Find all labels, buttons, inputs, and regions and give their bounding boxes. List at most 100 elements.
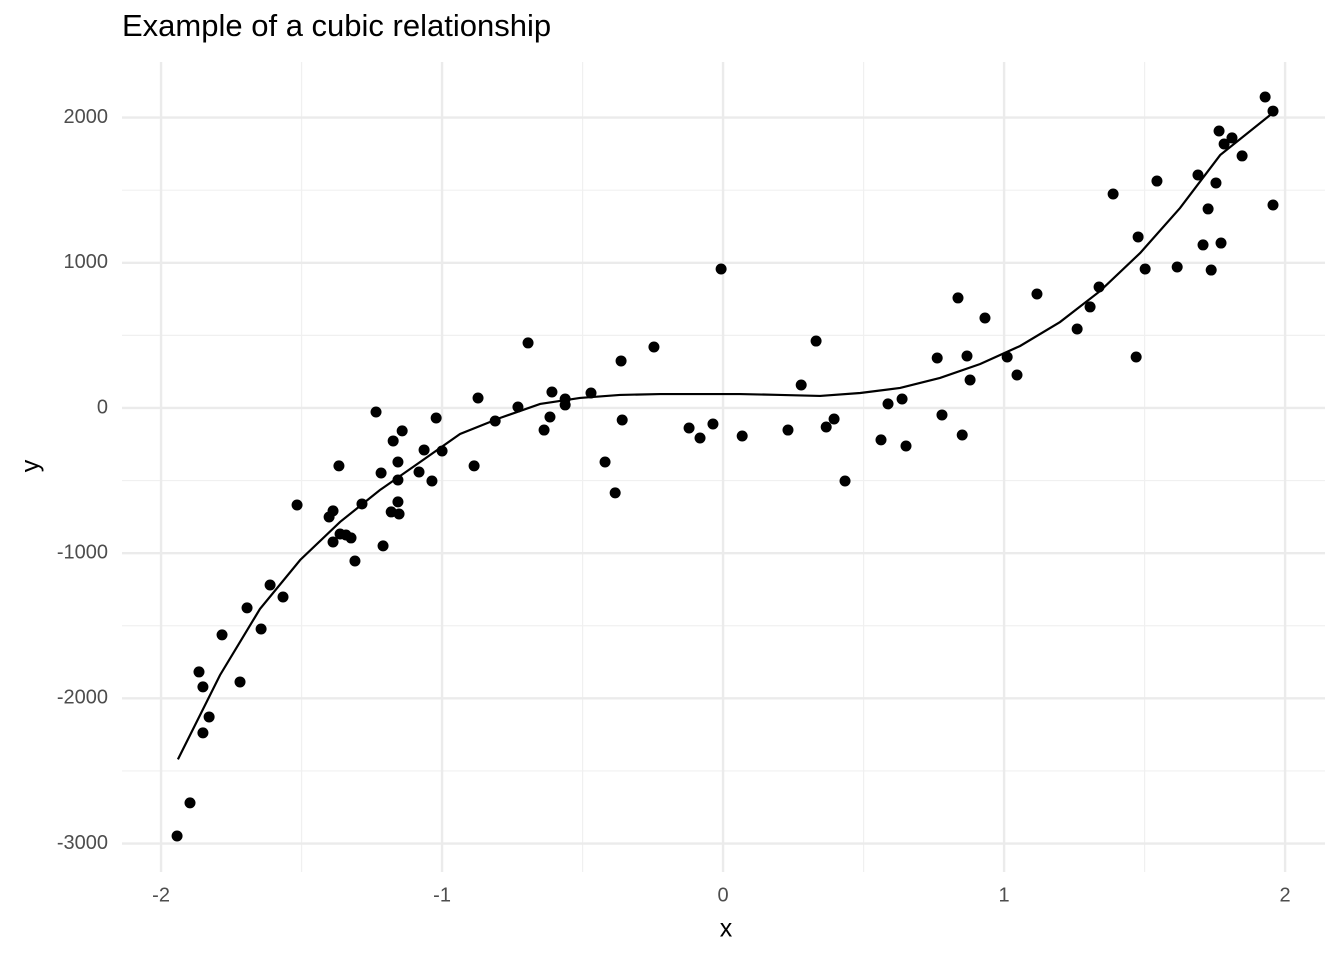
point: [1202, 203, 1214, 215]
point: [599, 456, 611, 468]
point: [648, 341, 660, 353]
point: [1093, 281, 1105, 293]
point: [936, 409, 948, 421]
point: [707, 418, 719, 430]
point: [396, 425, 408, 437]
y-axis-title: y: [17, 459, 45, 472]
point: [1197, 239, 1209, 251]
point: [430, 412, 442, 424]
point: [413, 466, 425, 478]
point: [544, 411, 556, 423]
chart-title: Example of a cubic relationship: [122, 8, 551, 43]
point: [171, 830, 183, 842]
point: [203, 711, 215, 723]
point: [900, 440, 912, 452]
point: [1267, 199, 1279, 211]
point: [1210, 177, 1222, 189]
point: [277, 591, 289, 603]
point: [896, 393, 908, 405]
y-tick-label: 1000: [64, 251, 109, 273]
point: [1171, 261, 1183, 273]
point: [522, 337, 534, 349]
point: [1267, 105, 1279, 117]
point: [264, 579, 276, 591]
point: [1218, 138, 1230, 150]
point: [327, 505, 339, 517]
point: [559, 399, 571, 411]
x-axis-title: x: [720, 915, 733, 943]
point: [418, 444, 430, 456]
point: [333, 460, 345, 472]
point: [356, 498, 368, 510]
point: [683, 422, 695, 434]
point: [1226, 132, 1238, 144]
y-tick-label: -3000: [57, 832, 108, 854]
y-tick-label: -2000: [57, 687, 108, 709]
point: [616, 414, 628, 426]
point: [1213, 125, 1225, 137]
x-tick-label: 0: [718, 884, 729, 906]
point: [436, 445, 448, 457]
point: [615, 355, 627, 367]
point: [839, 475, 851, 487]
point: [370, 406, 382, 418]
point: [1205, 264, 1217, 276]
point: [375, 467, 387, 479]
point: [1192, 169, 1204, 181]
point: [1236, 150, 1248, 162]
point: [882, 398, 894, 410]
point: [1215, 237, 1227, 249]
point: [327, 536, 339, 548]
point: [956, 429, 968, 441]
point: [694, 432, 706, 444]
point: [1031, 288, 1043, 300]
y-tick-label: -1000: [57, 541, 108, 563]
point: [349, 555, 361, 567]
point: [931, 352, 943, 364]
point: [1151, 175, 1163, 187]
point: [795, 379, 807, 391]
point: [197, 727, 209, 739]
point: [875, 434, 887, 446]
point: [546, 386, 558, 398]
point: [426, 475, 438, 487]
point: [1001, 351, 1013, 363]
point: [392, 474, 404, 486]
y-tick-label: 2000: [64, 106, 109, 128]
point: [392, 456, 404, 468]
point: [1132, 231, 1144, 243]
point: [216, 629, 228, 641]
x-tick-label: 2: [1280, 884, 1291, 906]
point: [241, 602, 253, 614]
point: [715, 263, 727, 275]
point: [512, 401, 524, 413]
point: [585, 387, 597, 399]
point: [1107, 188, 1119, 200]
point: [468, 460, 480, 472]
point: [964, 374, 976, 386]
point: [255, 623, 267, 635]
point: [538, 424, 550, 436]
point: [489, 415, 501, 427]
point: [609, 487, 621, 499]
point: [736, 430, 748, 442]
point: [291, 499, 303, 511]
point: [193, 666, 205, 678]
point: [1139, 263, 1151, 275]
point: [820, 421, 832, 433]
point: [979, 312, 991, 324]
point: [234, 676, 246, 688]
x-tick-label: -2: [152, 884, 170, 906]
point: [828, 413, 840, 425]
point: [392, 496, 404, 508]
point: [1259, 91, 1271, 103]
point: [345, 532, 357, 544]
point: [1084, 301, 1096, 313]
x-tick-label: -1: [433, 884, 451, 906]
point: [1071, 323, 1083, 335]
point: [377, 540, 389, 552]
point: [393, 508, 405, 520]
point: [197, 681, 209, 693]
y-tick-label: 0: [97, 396, 108, 418]
